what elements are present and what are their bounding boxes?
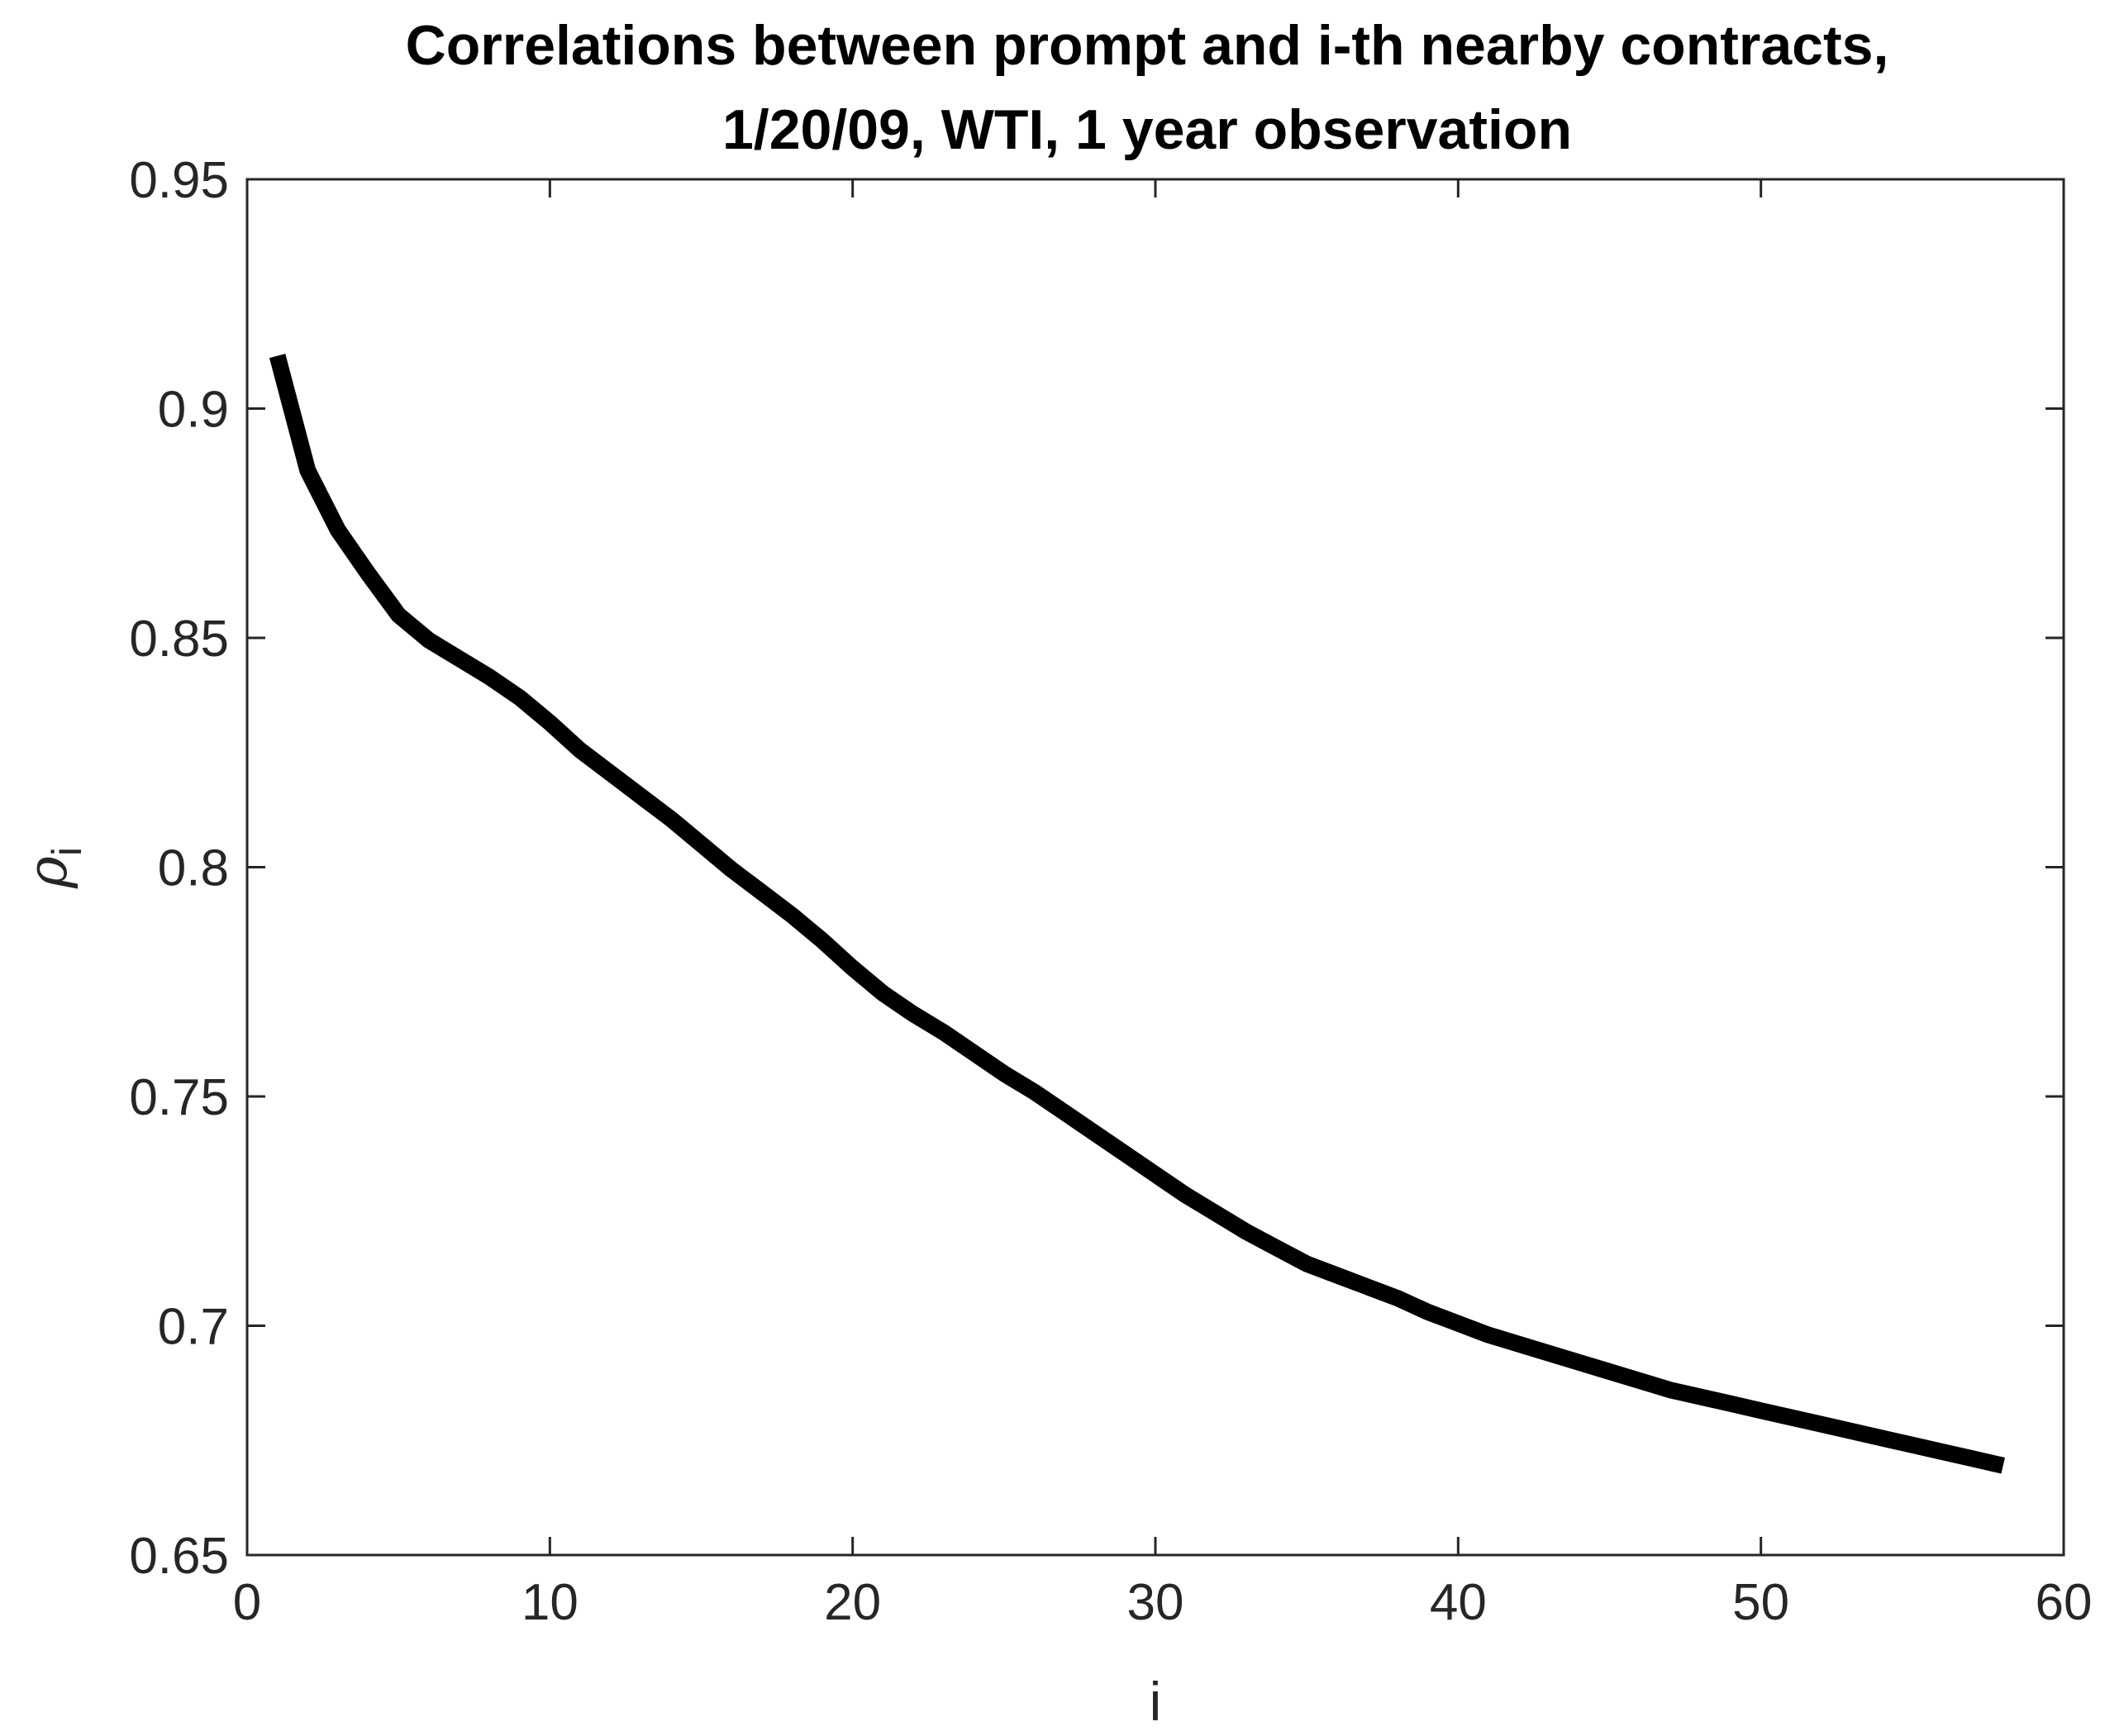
series-line	[269, 354, 2005, 1474]
y-axis-label-symbol: ρ	[16, 856, 79, 889]
y-tick-label: 0.95	[129, 152, 229, 209]
x-tick-label: 0	[233, 1574, 261, 1631]
y-tick-label: 0.7	[158, 1299, 229, 1356]
y-tick-label: 0.85	[129, 611, 229, 668]
svg-text:ρi: ρi	[16, 847, 90, 889]
y-tick-label: 0.65	[129, 1528, 229, 1585]
x-tick-label: 20	[824, 1574, 881, 1631]
x-tick-label: 60	[2036, 1574, 2093, 1631]
plot-area-frame	[245, 178, 2065, 1557]
y-axis-label: ρi	[16, 847, 90, 889]
y-axis-label-subscript: i	[44, 847, 90, 856]
x-tick-label: 10	[521, 1574, 579, 1631]
chart-title-line1: Correlations between prompt and i-th nea…	[406, 14, 1889, 77]
y-tick-label: 0.75	[129, 1069, 229, 1126]
chart-title-line2: 1/20/09, WTI, 1 year observation	[722, 98, 1572, 161]
x-tick-labels: 0 10 20 30 40 50 60	[233, 1574, 2093, 1631]
y-tick-labels: 0.65 0.7 0.75 0.8 0.85 0.9 0.95	[129, 152, 229, 1585]
x-tick-label: 30	[1127, 1574, 1184, 1631]
x-ticks	[245, 179, 2065, 1555]
x-tick-label: 50	[1732, 1574, 1789, 1631]
x-tick-label: 40	[1430, 1574, 1487, 1631]
y-ticks	[247, 178, 2064, 1557]
y-tick-label: 0.8	[158, 840, 229, 897]
y-tick-label: 0.9	[158, 382, 229, 439]
x-axis-label: i	[1150, 1671, 1162, 1732]
